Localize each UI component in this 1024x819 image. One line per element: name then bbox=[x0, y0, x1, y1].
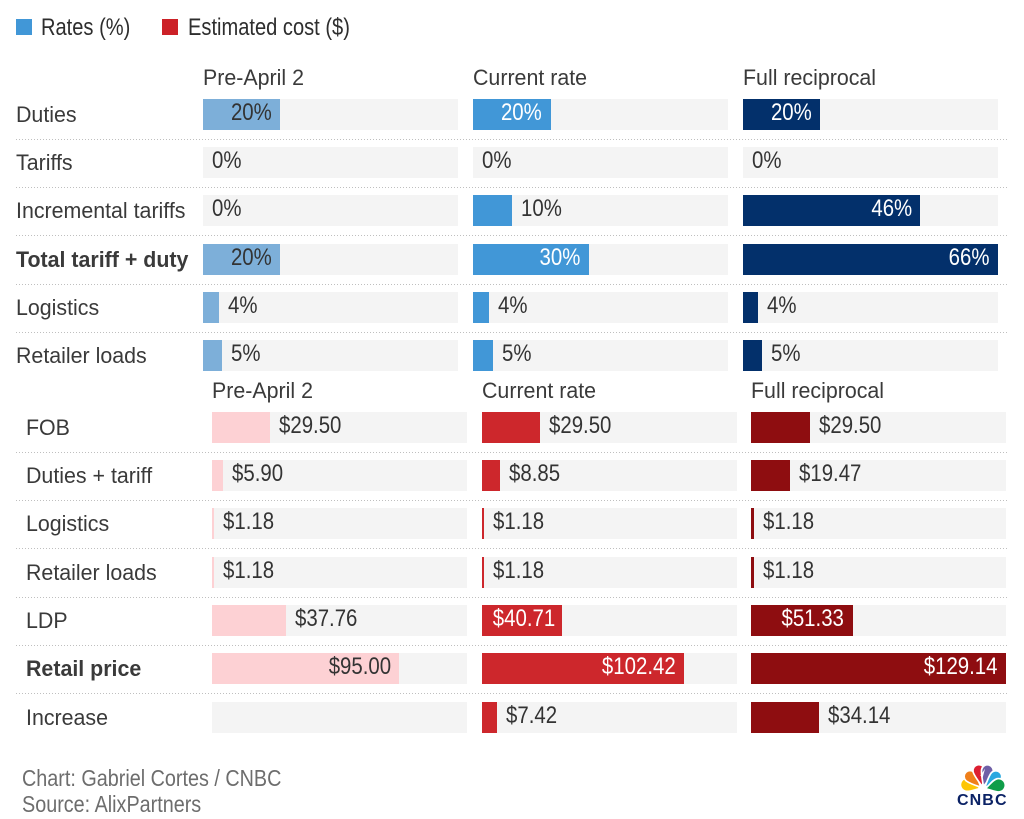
svg-text:CNBC: CNBC bbox=[956, 792, 1007, 808]
